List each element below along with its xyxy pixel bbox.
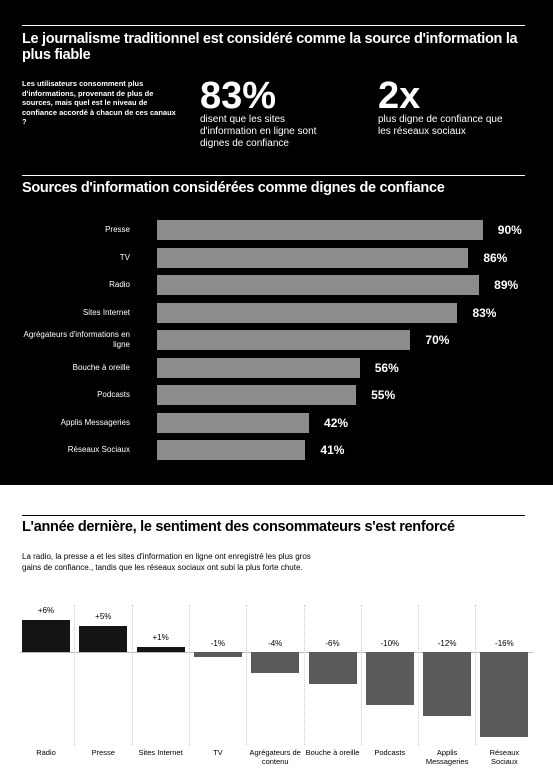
stat-figure: 2x <box>378 75 421 117</box>
column-divider <box>360 605 362 745</box>
category-label: Presse <box>91 748 115 757</box>
category-label: Podcasts <box>97 390 130 399</box>
stat-text: plus digne de confiance que les réseaux … <box>378 114 503 137</box>
bar <box>251 652 300 674</box>
value-label: -12% <box>437 639 457 648</box>
category-label: Podcasts <box>374 748 406 757</box>
bar <box>157 247 469 268</box>
value-label: -1% <box>210 639 225 648</box>
category-label: Réseaux Sociaux <box>489 748 520 766</box>
value-label: 83% <box>472 305 497 320</box>
stat-text: disent que les sites d'information en li… <box>200 114 317 149</box>
column-divider <box>475 605 477 745</box>
page-title: Le journalisme traditionnel est considér… <box>22 31 518 63</box>
bar <box>157 357 360 378</box>
category-label: Radio <box>109 280 130 289</box>
column-divider <box>74 605 76 745</box>
value-label: -10% <box>380 639 400 648</box>
value-label: 70% <box>425 333 450 347</box>
stat-figure: 83% <box>200 75 277 117</box>
chart-title: L'année dernière, le sentiment des conso… <box>22 519 455 535</box>
value-label: 86% <box>483 250 508 265</box>
value-label: +5% <box>95 611 112 621</box>
category-label: Radio <box>36 748 56 757</box>
divider <box>22 515 525 516</box>
bar <box>157 412 310 433</box>
divider <box>22 25 525 26</box>
category-label: Agrégateurs d'informations en ligne <box>23 330 130 349</box>
bar <box>157 220 483 240</box>
bar <box>157 275 480 295</box>
category-label: Applis Messageries <box>60 417 130 427</box>
category-label: TV <box>213 748 223 757</box>
divider <box>22 175 525 176</box>
category-label: Presse <box>105 225 130 234</box>
bar <box>423 652 472 716</box>
value-label: 42% <box>324 415 349 430</box>
category-label: Applis Messageries <box>425 748 469 766</box>
bar <box>22 620 70 652</box>
column-divider <box>418 605 420 745</box>
bar <box>157 440 306 460</box>
bar <box>79 625 128 652</box>
category-label: Sites Internet <box>82 307 130 317</box>
category-label: Agrégateurs de contenu <box>249 748 301 766</box>
bar-chart: Presse 90% TV 86% Radio 89% Sites Internet 83% A… <box>23 220 522 460</box>
column-divider <box>303 605 305 745</box>
bar <box>157 385 357 405</box>
category-label: Bouche à oreille <box>72 362 130 372</box>
bar <box>193 652 242 658</box>
chart-title: Sources d'information considérées comme … <box>22 180 445 196</box>
category-label: Sites Internet <box>138 748 183 757</box>
bar <box>308 652 357 684</box>
value-label: -6% <box>325 639 340 648</box>
value-label: -4% <box>268 639 283 648</box>
category-label: Réseaux Sociaux <box>67 445 130 454</box>
dark-section: Le journalisme traditionnel est considér… <box>0 0 553 485</box>
bar <box>157 330 411 350</box>
value-label: 56% <box>374 360 399 375</box>
category-label: Bouche à oreille <box>305 748 360 757</box>
column-divider <box>188 605 190 745</box>
bar <box>365 652 414 705</box>
value-label: -16% <box>495 639 514 648</box>
value-label: 55% <box>371 388 396 402</box>
chart-subtitle: La radio, la presse a et les sites d'inf… <box>22 552 311 572</box>
bar <box>480 652 529 737</box>
value-label: +1% <box>152 632 169 642</box>
value-label: 41% <box>320 443 345 457</box>
bar <box>136 646 185 652</box>
category-label: TV <box>119 252 130 262</box>
intro-text: Les utilisateurs consomment plus d'infor… <box>22 79 176 126</box>
value-label: +6% <box>37 606 55 616</box>
column-divider <box>131 605 133 745</box>
value-label: 90% <box>497 223 522 237</box>
bar <box>157 302 458 323</box>
value-label: 89% <box>494 278 519 292</box>
column-divider <box>246 605 248 745</box>
